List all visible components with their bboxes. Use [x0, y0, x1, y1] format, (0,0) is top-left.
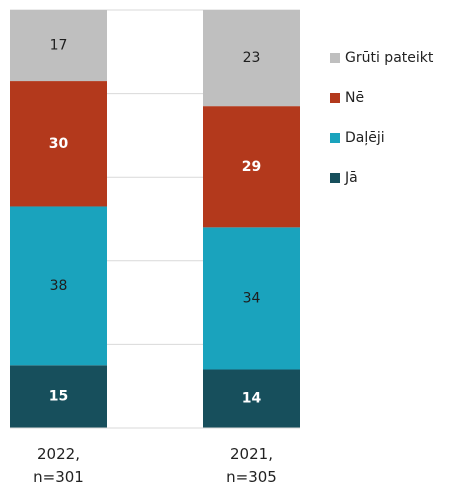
legend-swatch	[330, 53, 340, 63]
legend-label: Daļēji	[345, 130, 385, 146]
bar-segment	[203, 369, 300, 428]
x-tick-label: 2022, n=301	[33, 445, 84, 486]
bar-segment	[10, 206, 107, 366]
legend-swatch	[330, 173, 340, 183]
bar-segment	[10, 81, 107, 207]
data-label: 23	[243, 50, 261, 66]
x-tick-label: 2021, n=305	[226, 445, 277, 486]
data-label: 30	[49, 136, 69, 152]
bar-segment	[203, 106, 300, 228]
legend-swatch	[330, 133, 340, 143]
data-label: 38	[50, 278, 68, 294]
bar-segment	[10, 10, 107, 82]
data-label: 34	[243, 290, 261, 306]
legend-label: Nē	[345, 90, 364, 106]
bar-segment	[10, 365, 107, 428]
data-label: 17	[50, 38, 68, 54]
legend-label: Jā	[344, 170, 358, 186]
bar-segment	[203, 10, 300, 107]
bar-segment	[203, 227, 300, 370]
data-label: 14	[242, 391, 262, 407]
legend-label: Grūti pateikt	[345, 50, 434, 66]
data-label: 15	[49, 389, 68, 405]
data-label: 29	[242, 159, 261, 175]
legend-swatch	[330, 93, 340, 103]
